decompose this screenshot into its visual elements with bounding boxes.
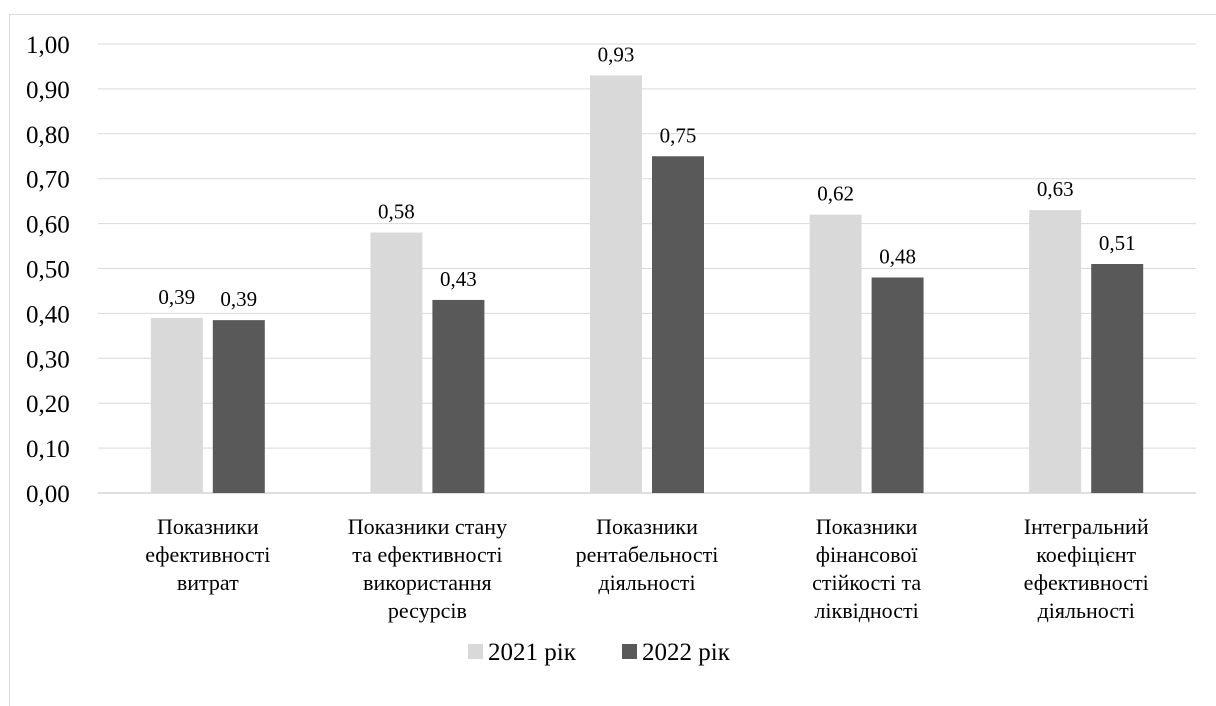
y-tick-label: 1,00 [26,32,70,59]
data-label: 0,39 [158,285,195,309]
data-label: 0,63 [1037,177,1074,201]
bars [150,75,1144,494]
y-tick-label: 0,90 [26,77,70,104]
data-label: 0,39 [220,287,257,311]
category-label: Показники стану та ефективності використан… [348,514,507,623]
bar-2022-1 [212,320,265,493]
bar-2021-5 [1029,210,1082,493]
y-tick-label: 0,80 [26,122,70,149]
bar-2021-4 [809,214,862,493]
data-label: 0,43 [440,267,477,291]
bar-2021-3 [590,75,642,494]
y-tick-label: 0,40 [26,301,70,328]
data-label: 0,51 [1099,231,1136,255]
bar-2022-4 [871,277,924,493]
y-tick-label: 0,50 [26,257,70,284]
bar-2022-3 [652,156,704,493]
bar-2021-2 [370,232,423,493]
bar-2022-5 [1091,264,1144,493]
y-tick-label: 0,60 [26,212,70,239]
data-label: 0,93 [598,42,635,66]
gridlines [98,43,1196,494]
y-tick-label: 0,30 [26,346,70,373]
data-label: 0,62 [817,182,854,206]
x-axis-categories: Показники ефективності витрат Показники ста… [145,514,1149,623]
y-tick-label: 0,70 [26,167,70,194]
data-labels: 0,39 0,39 0,58 0,43 0,93 0,75 0,62 0,48 0,63 0,51 [158,42,1135,311]
category-label: Показники фінансової стійкості та ліквіднос… [812,514,921,623]
data-label: 0,58 [378,200,415,224]
category-label: Показники ефективності витрат [145,514,270,595]
y-tick-label: 0,20 [26,391,70,418]
data-label: 0,75 [660,123,697,147]
bar-2021-1 [150,317,203,493]
bar-2022-2 [432,299,485,493]
category-label: Показники рентабельності діяльності [576,514,719,595]
chart-frame [9,14,1216,706]
legend-label-2022: 2022 рік [642,639,731,666]
legend-label-2021: 2021 рік [488,639,577,666]
legend-swatch-2021 [468,644,483,659]
category-label: Інтегральний коефіцієнт ефективності діяльн… [1024,514,1149,623]
legend-swatch-2022 [622,644,637,659]
data-label: 0,48 [879,244,916,268]
y-axis-ticks: 0,00 0,10 0,20 0,30 0,40 0,50 0,60 0,70 0,80 0,90… [26,32,70,508]
legend: 2021 рік 2022 рік [468,639,731,666]
y-tick-label: 0,00 [26,481,70,508]
y-tick-label: 0,10 [26,436,70,463]
